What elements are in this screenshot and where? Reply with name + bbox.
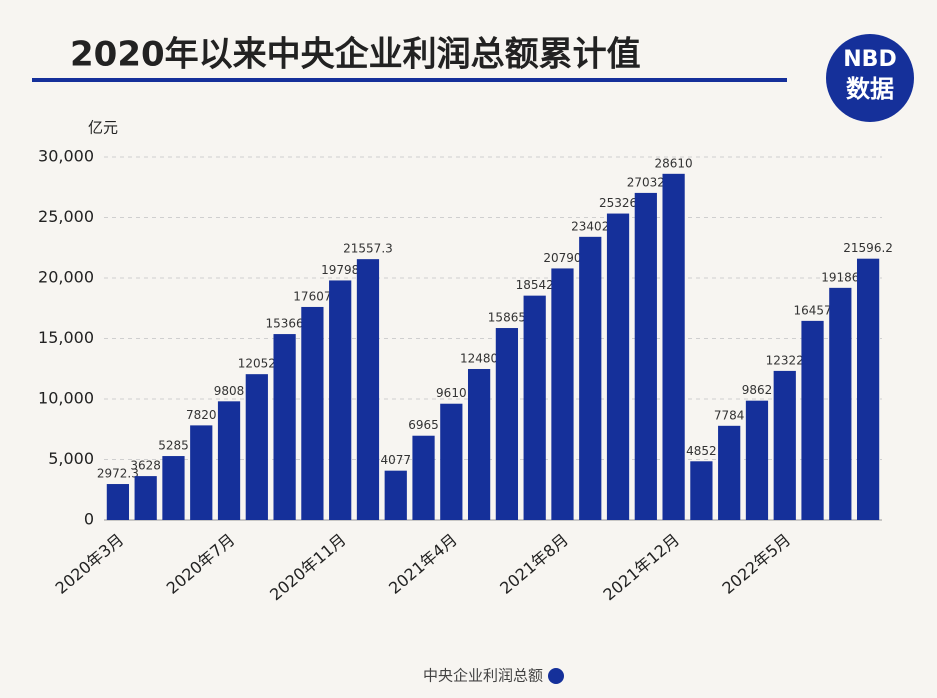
title-underline (32, 78, 787, 82)
logo-text: 数据 (846, 75, 894, 103)
bar (523, 295, 546, 520)
bar (856, 258, 880, 520)
bar (662, 173, 685, 520)
logo (826, 34, 914, 122)
data-label: 12052 (238, 357, 276, 371)
legend-label: 中央企业利润总额 (423, 667, 543, 685)
bar (329, 280, 352, 520)
bar (384, 470, 407, 520)
y-tick-label: 0 (84, 510, 94, 529)
y-tick-label: 5,000 (48, 449, 94, 468)
bar (245, 374, 268, 520)
bar (273, 334, 296, 520)
data-label: 21596.2 (843, 241, 893, 255)
data-label: 16457 (793, 303, 831, 317)
data-label: 12322 (766, 353, 804, 367)
data-label: 9610 (436, 386, 467, 400)
bar (829, 287, 852, 520)
data-label: 7784 (714, 408, 745, 422)
bar (773, 370, 796, 520)
data-label: 9862 (742, 383, 773, 397)
data-label: 5285 (158, 439, 189, 453)
data-label: 2972.3 (97, 467, 139, 481)
y-tick-label: 20,000 (38, 268, 94, 287)
bar (495, 328, 519, 520)
bar (162, 456, 185, 520)
bar (579, 236, 602, 520)
bar (551, 268, 574, 520)
y-tick-label: 15,000 (38, 328, 94, 347)
data-label: 3628 (130, 459, 161, 473)
bar (801, 320, 824, 520)
bar (440, 403, 463, 520)
legend-marker (548, 668, 564, 684)
data-label: 17607 (293, 289, 331, 303)
bar (690, 461, 713, 520)
bar (217, 401, 241, 520)
data-label: 15865 (488, 311, 526, 325)
data-label: 20790 (543, 251, 581, 265)
bar (718, 425, 741, 520)
bar (634, 192, 657, 521)
data-label: 12480 (460, 351, 498, 365)
bar (467, 368, 491, 520)
bar (134, 476, 157, 520)
bar (412, 435, 435, 520)
chart-title: 2020年以来中央企业利润总额累计值 (70, 35, 641, 75)
bar (301, 306, 324, 520)
y-axis-label: 亿元 (88, 119, 118, 137)
bar (745, 400, 769, 520)
data-label: 4077 (380, 453, 411, 467)
y-tick-label: 30,000 (38, 147, 94, 166)
data-label: 18542 (516, 278, 554, 292)
y-tick-label: 10,000 (38, 389, 94, 408)
bar (356, 259, 380, 520)
data-label: 27032 (627, 175, 665, 189)
data-label: 7820 (186, 408, 217, 422)
data-label: 4852 (686, 444, 717, 458)
bar (606, 213, 630, 520)
logo-text: NBD (843, 47, 896, 72)
data-label: 23402 (571, 219, 609, 233)
bar (106, 484, 130, 520)
data-label: 19186 (821, 270, 859, 284)
data-label: 6965 (408, 418, 439, 432)
data-label: 15366 (266, 317, 304, 331)
bar (190, 425, 213, 520)
data-label: 19798 (321, 263, 359, 277)
data-label: 9808 (214, 384, 245, 398)
y-tick-label: 25,000 (38, 207, 94, 226)
data-label: 21557.3 (343, 242, 393, 256)
data-label: 25326 (599, 196, 637, 210)
data-label: 28610 (655, 156, 693, 170)
